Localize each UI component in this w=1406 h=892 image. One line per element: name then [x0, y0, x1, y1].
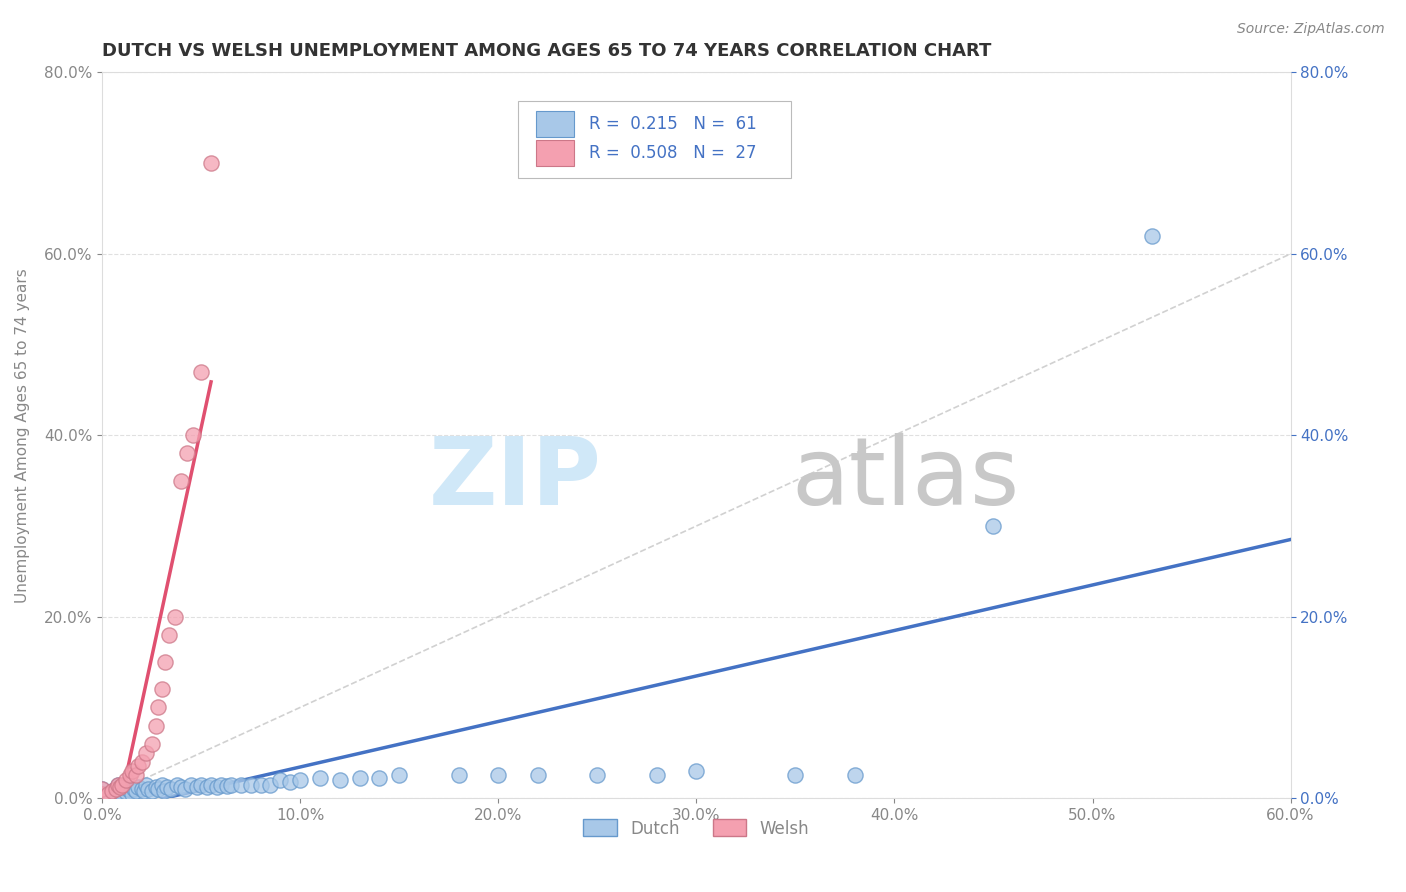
Point: [278, 774, 301, 789]
Point: [146, 700, 169, 714]
Point: [190, 365, 212, 379]
Point: [205, 780, 228, 795]
Point: [107, 782, 129, 797]
Point: [259, 778, 281, 792]
Point: [219, 778, 242, 792]
Point: [200, 778, 222, 792]
Point: [111, 780, 134, 795]
Point: [527, 768, 550, 782]
Point: [150, 778, 173, 792]
Point: [104, 787, 127, 801]
Point: [108, 784, 131, 798]
Point: [131, 755, 153, 769]
Point: [117, 782, 139, 797]
Point: [180, 778, 202, 792]
Point: [174, 782, 197, 797]
FancyBboxPatch shape: [517, 102, 792, 178]
Text: R =  0.215   N =  61: R = 0.215 N = 61: [589, 115, 758, 133]
Point: [645, 768, 668, 782]
Point: [190, 778, 212, 792]
Point: [111, 778, 134, 792]
Point: [388, 768, 411, 782]
Point: [101, 784, 124, 798]
Point: [290, 772, 312, 787]
Point: [115, 785, 138, 799]
Point: [107, 778, 129, 792]
Point: [97, 787, 120, 801]
Point: [1140, 228, 1163, 243]
Point: [135, 778, 157, 792]
Point: [91, 787, 114, 801]
Point: [121, 787, 143, 801]
Point: [368, 771, 391, 785]
Point: [152, 784, 174, 798]
Point: [115, 772, 138, 787]
Point: [844, 768, 866, 782]
Point: [195, 780, 218, 795]
Point: [118, 768, 141, 782]
Point: [586, 768, 609, 782]
Point: [97, 787, 120, 801]
Point: [181, 428, 204, 442]
Legend: Dutch, Welsh: Dutch, Welsh: [576, 813, 815, 844]
Point: [229, 778, 252, 792]
Text: Source: ZipAtlas.com: Source: ZipAtlas.com: [1237, 22, 1385, 37]
Point: [145, 780, 167, 795]
Point: [125, 768, 148, 782]
Point: [141, 737, 163, 751]
Point: [165, 609, 187, 624]
Point: [135, 746, 157, 760]
FancyBboxPatch shape: [536, 111, 574, 137]
Point: [349, 771, 371, 785]
Point: [329, 772, 352, 787]
Point: [447, 768, 470, 782]
Point: [170, 474, 193, 488]
Point: [685, 764, 707, 778]
Point: [91, 782, 114, 797]
Point: [91, 782, 114, 797]
Text: R =  0.508   N =  27: R = 0.508 N = 27: [589, 144, 756, 162]
Point: [249, 778, 271, 792]
Point: [145, 718, 167, 732]
Point: [309, 771, 332, 785]
FancyBboxPatch shape: [536, 140, 574, 166]
Point: [186, 780, 208, 795]
Point: [127, 780, 149, 795]
Point: [125, 784, 148, 798]
Point: [166, 778, 188, 792]
Point: [146, 782, 169, 797]
Point: [785, 768, 807, 782]
Point: [104, 782, 127, 797]
Point: [160, 782, 183, 797]
Point: [159, 628, 181, 642]
Point: [111, 787, 134, 801]
Point: [108, 780, 131, 795]
Point: [209, 778, 232, 792]
Point: [269, 772, 291, 787]
Point: [200, 156, 222, 170]
Point: [215, 780, 238, 794]
Point: [983, 519, 1005, 533]
Point: [121, 764, 143, 778]
Point: [170, 780, 193, 795]
Point: [156, 780, 179, 795]
Point: [107, 778, 129, 792]
Text: DUTCH VS WELSH UNEMPLOYMENT AMONG AGES 65 TO 74 YEARS CORRELATION CHART: DUTCH VS WELSH UNEMPLOYMENT AMONG AGES 6…: [103, 42, 991, 60]
Point: [101, 784, 124, 798]
Point: [122, 782, 145, 797]
Point: [155, 655, 177, 669]
Point: [132, 784, 155, 798]
Text: ZIP: ZIP: [429, 433, 602, 524]
Point: [131, 782, 153, 797]
Point: [486, 768, 509, 782]
Point: [141, 784, 163, 798]
Y-axis label: Unemployment Among Ages 65 to 74 years: Unemployment Among Ages 65 to 74 years: [15, 268, 30, 603]
Point: [176, 446, 198, 460]
Point: [136, 782, 159, 797]
Point: [91, 787, 114, 801]
Point: [150, 682, 173, 697]
Text: atlas: atlas: [792, 433, 1019, 524]
Point: [239, 778, 262, 792]
Point: [127, 759, 149, 773]
